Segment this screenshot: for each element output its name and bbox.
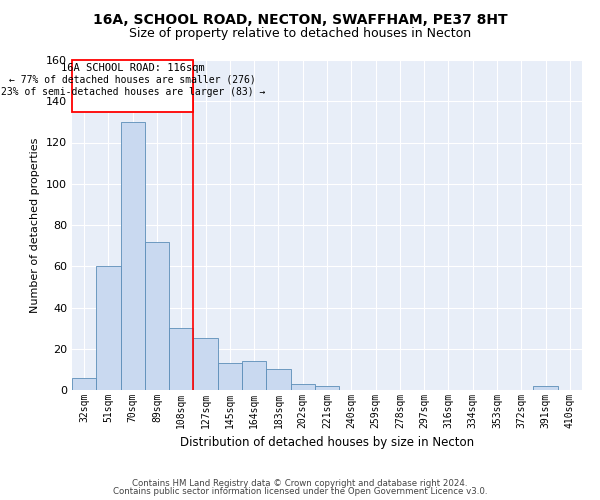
Bar <box>121 122 145 390</box>
Bar <box>169 328 193 390</box>
Text: 16A, SCHOOL ROAD, NECTON, SWAFFHAM, PE37 8HT: 16A, SCHOOL ROAD, NECTON, SWAFFHAM, PE37… <box>92 12 508 26</box>
Y-axis label: Number of detached properties: Number of detached properties <box>31 138 40 312</box>
Text: Size of property relative to detached houses in Necton: Size of property relative to detached ho… <box>129 28 471 40</box>
Text: 23% of semi-detached houses are larger (83) →: 23% of semi-detached houses are larger (… <box>1 87 265 97</box>
Text: ← 77% of detached houses are smaller (276): ← 77% of detached houses are smaller (27… <box>10 74 256 85</box>
Bar <box>266 370 290 390</box>
Text: Contains public sector information licensed under the Open Government Licence v3: Contains public sector information licen… <box>113 487 487 496</box>
Bar <box>145 242 169 390</box>
Bar <box>533 386 558 390</box>
Bar <box>242 361 266 390</box>
Text: Contains HM Land Registry data © Crown copyright and database right 2024.: Contains HM Land Registry data © Crown c… <box>132 478 468 488</box>
X-axis label: Distribution of detached houses by size in Necton: Distribution of detached houses by size … <box>180 436 474 450</box>
Bar <box>315 386 339 390</box>
Bar <box>72 60 193 112</box>
Bar <box>218 363 242 390</box>
Text: 16A SCHOOL ROAD: 116sqm: 16A SCHOOL ROAD: 116sqm <box>61 63 205 73</box>
Bar <box>96 266 121 390</box>
Bar <box>290 384 315 390</box>
Bar <box>72 378 96 390</box>
Bar <box>193 338 218 390</box>
